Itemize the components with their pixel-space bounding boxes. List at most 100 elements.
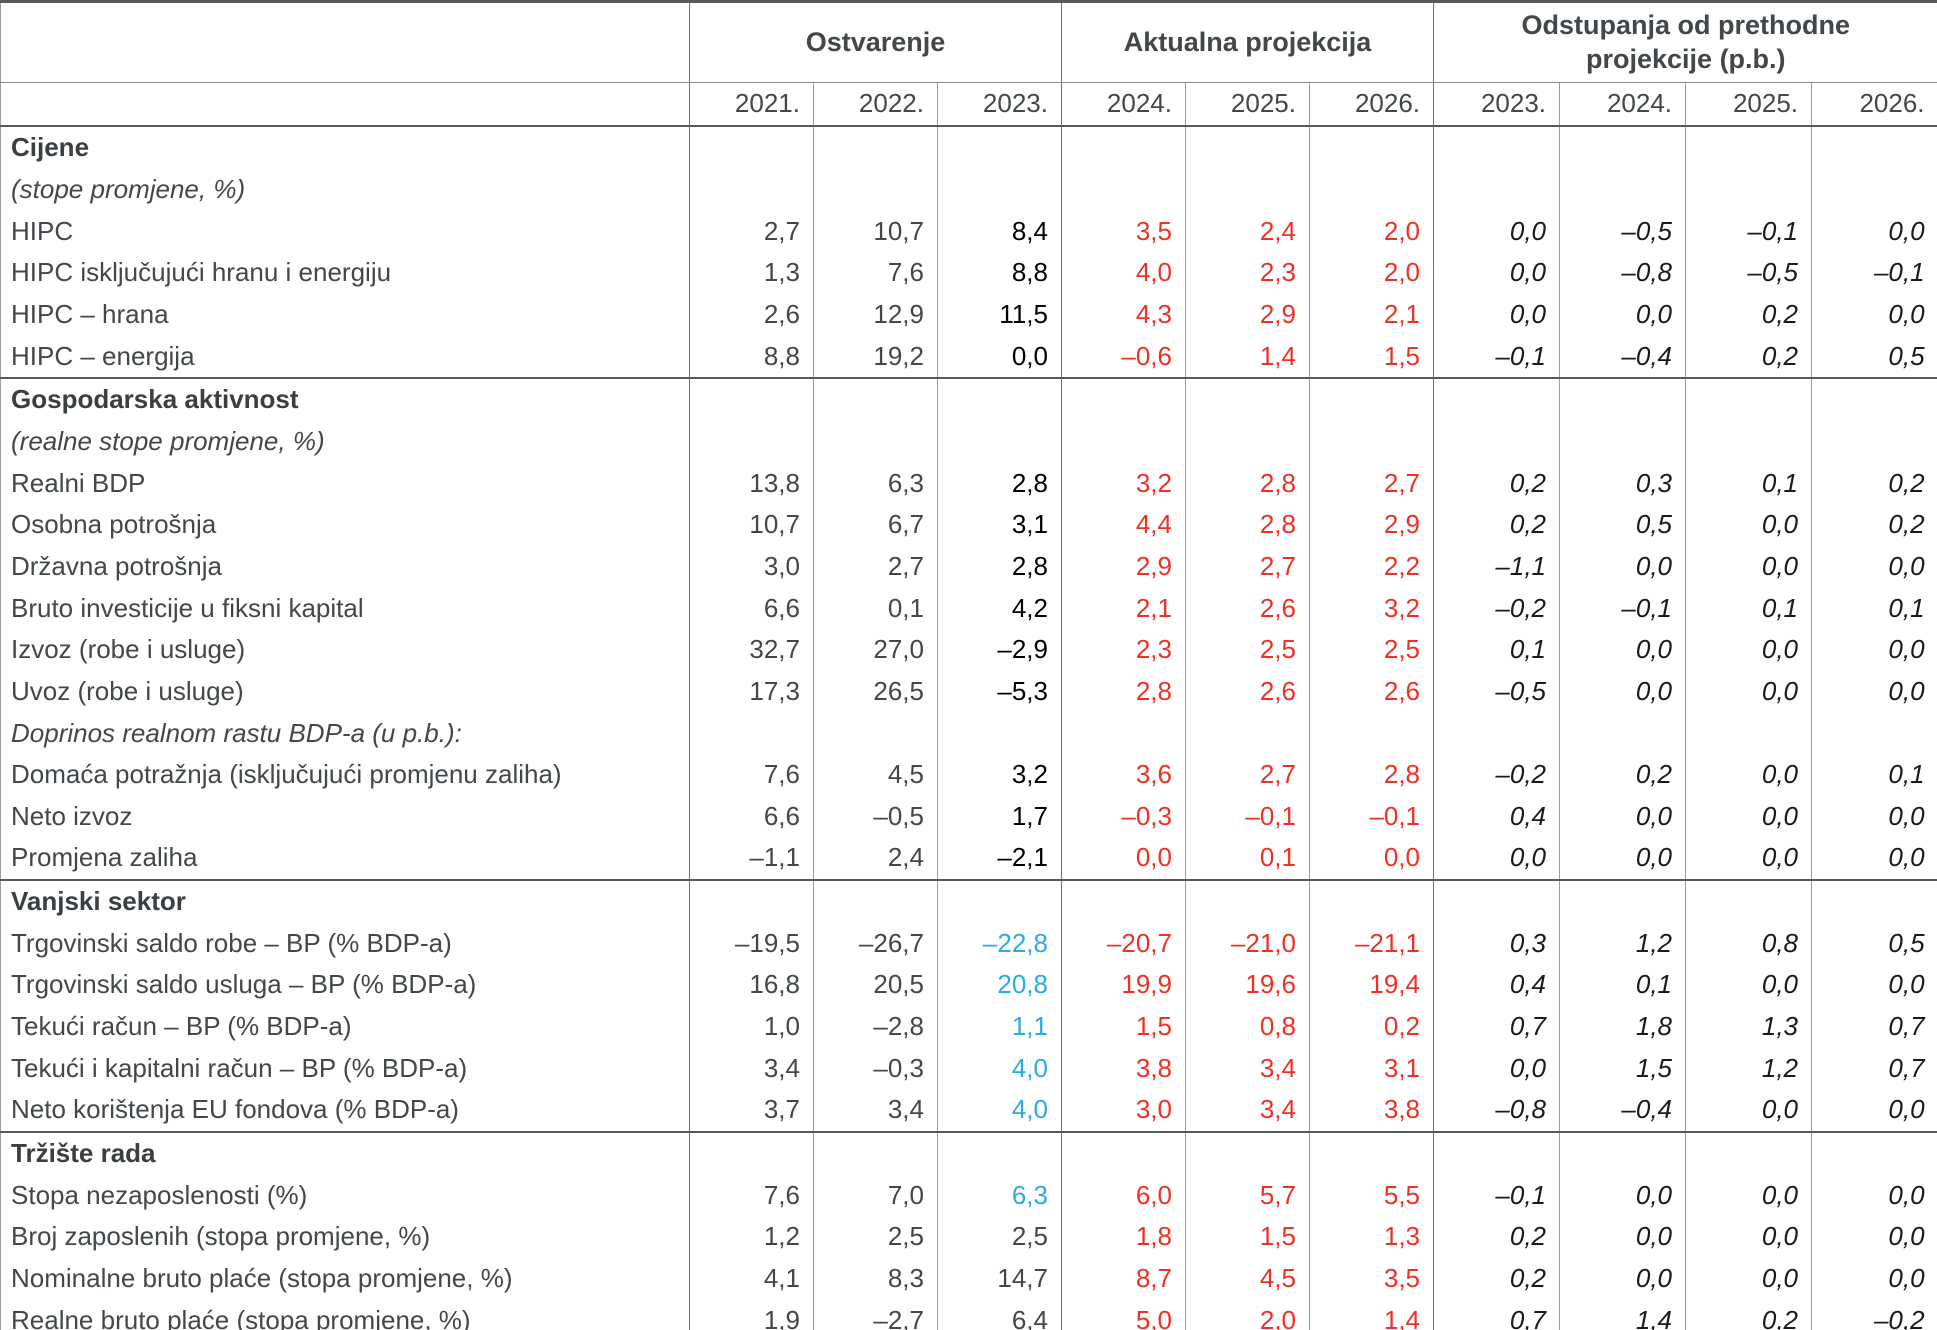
value-cell [689, 420, 814, 463]
value-cell: 6,4 [937, 1299, 1062, 1330]
value-cell: 2,9 [1185, 293, 1310, 336]
row-label: Tržište rada [0, 1130, 690, 1175]
value-cell [689, 126, 814, 169]
year-header: 2026. [1308, 82, 1434, 127]
value-cell: 2,4 [1185, 210, 1310, 252]
value-cell: 3,6 [1061, 753, 1186, 796]
year-header: 2024. [1559, 82, 1686, 127]
value-cell: 0,2 [1685, 1299, 1812, 1330]
value-cell: 4,0 [937, 1047, 1062, 1090]
value-cell: 0,0 [1685, 628, 1812, 671]
row-label: Neto izvoz [11, 800, 133, 831]
value-cell: 1,1 [937, 1005, 1062, 1048]
value-cell: 2,9 [1308, 503, 1434, 546]
value-cell: –0,4 [1559, 1089, 1686, 1132]
value-cell: 2,0 [1308, 251, 1434, 294]
value-cell: –0,8 [1559, 251, 1686, 294]
value-cell [1433, 376, 1560, 421]
data-row: Bruto investicije u fiksni kapital 6,6 0,1… [1, 587, 1937, 629]
value-cell: –0,5 [813, 795, 938, 838]
value-cell: 0,0 [1559, 1174, 1686, 1217]
value-cell [1559, 1130, 1686, 1175]
value-cell [813, 376, 938, 421]
value-cell: 0,0 [1559, 1216, 1686, 1258]
value-cell: 8,8 [689, 335, 814, 378]
value-cell [1433, 420, 1560, 463]
value-cell: 0,1 [1185, 837, 1310, 880]
value-cell [813, 1130, 938, 1175]
value-cell: 0,0 [1811, 1257, 1937, 1300]
value-cell: 2,6 [689, 293, 814, 336]
value-cell: 5,0 [1061, 1299, 1186, 1330]
value-cell: –22,8 [937, 922, 1062, 965]
value-cell: 2,8 [1185, 462, 1310, 504]
row-label: Državna potrošnja [11, 550, 222, 581]
value-cell: 0,0 [1433, 251, 1560, 294]
year-header: 2023. [937, 82, 1062, 127]
value-cell: 19,4 [1308, 964, 1434, 1006]
value-cell: 6,3 [937, 1174, 1062, 1217]
value-cell: 3,0 [1061, 1089, 1186, 1132]
value-cell: 2,1 [1061, 587, 1186, 629]
value-cell [1685, 712, 1812, 754]
value-cell: 0,0 [1433, 293, 1560, 336]
value-cell: 7,6 [689, 1174, 814, 1217]
value-cell: 0,0 [1685, 503, 1812, 546]
row-label: Doprinos realnom rastu BDP-a (u p.b.): [11, 717, 462, 748]
value-cell: 0,4 [1433, 964, 1560, 1006]
value-cell: 0,1 [1685, 462, 1812, 504]
value-cell [1185, 878, 1310, 923]
value-cell: –1,1 [1433, 545, 1560, 588]
data-row: Tekući račun – BP (% BDP-a) 1,0 –2,8 1,1 1,5… [1, 1005, 1937, 1048]
value-cell: 0,0 [1811, 670, 1937, 713]
value-cell [1433, 126, 1560, 169]
value-cell: 0,0 [1811, 795, 1937, 838]
value-cell: 4,0 [1061, 251, 1186, 294]
value-cell [1559, 126, 1686, 169]
value-cell: 0,0 [1811, 964, 1937, 1006]
value-cell [937, 126, 1062, 169]
value-cell: 0,0 [1685, 795, 1812, 838]
value-cell: –0,1 [1185, 795, 1310, 838]
value-cell: 3,4 [689, 1047, 814, 1090]
value-cell: 1,3 [689, 251, 814, 294]
value-cell [1185, 1130, 1310, 1175]
value-cell: 0,2 [1433, 1257, 1560, 1300]
row-label: Osobna potrošnja [11, 509, 217, 540]
value-cell: 0,2 [1308, 1005, 1434, 1048]
row-label: Vanjski sektor [0, 878, 690, 923]
value-cell [1811, 126, 1937, 169]
value-cell: 27,0 [813, 628, 938, 671]
value-cell: 1,8 [1061, 1216, 1186, 1258]
note-row: (realne stope promjene, %) [1, 420, 1937, 463]
value-cell: 0,0 [1433, 1047, 1560, 1090]
data-row: Realni BDP 13,8 6,3 2,8 3,2 2,8 2,7 0,2 0,3 0,1 0,… [1, 462, 1937, 504]
value-cell: 1,5 [1185, 1216, 1310, 1258]
value-cell [1433, 712, 1560, 754]
value-cell: –1,1 [689, 837, 814, 880]
row-label: Tekući i kapitalni račun – BP (% BDP-a) [11, 1052, 468, 1083]
value-cell: 0,2 [1811, 503, 1937, 546]
data-row: Tekući i kapitalni račun – BP (% BDP-a) 3… [1, 1047, 1937, 1090]
value-cell: 0,1 [1433, 628, 1560, 671]
value-cell [813, 126, 938, 169]
value-cell [1685, 126, 1812, 169]
value-cell: 0,0 [1685, 670, 1812, 713]
value-cell [1811, 878, 1937, 923]
value-cell: –0,1 [1811, 251, 1937, 294]
value-cell: 0,0 [1811, 545, 1937, 588]
value-cell: –5,3 [937, 670, 1062, 713]
value-cell: 19,9 [1061, 964, 1186, 1006]
value-cell: 2,8 [937, 545, 1062, 588]
value-cell [1308, 126, 1434, 169]
value-cell: 2,9 [1061, 545, 1186, 588]
value-cell: 0,0 [1811, 837, 1937, 880]
value-cell: 0,0 [937, 335, 1062, 378]
data-row: Državna potrošnja 3,0 2,7 2,8 2,9 2,7 2,2 –1,1 0… [1, 545, 1937, 588]
value-cell: –0,3 [813, 1047, 938, 1090]
row-label: (realne stope promjene, %) [11, 425, 325, 456]
value-cell: 0,1 [1685, 587, 1812, 629]
value-cell [1061, 376, 1186, 421]
value-cell: 0,0 [1811, 1174, 1937, 1217]
